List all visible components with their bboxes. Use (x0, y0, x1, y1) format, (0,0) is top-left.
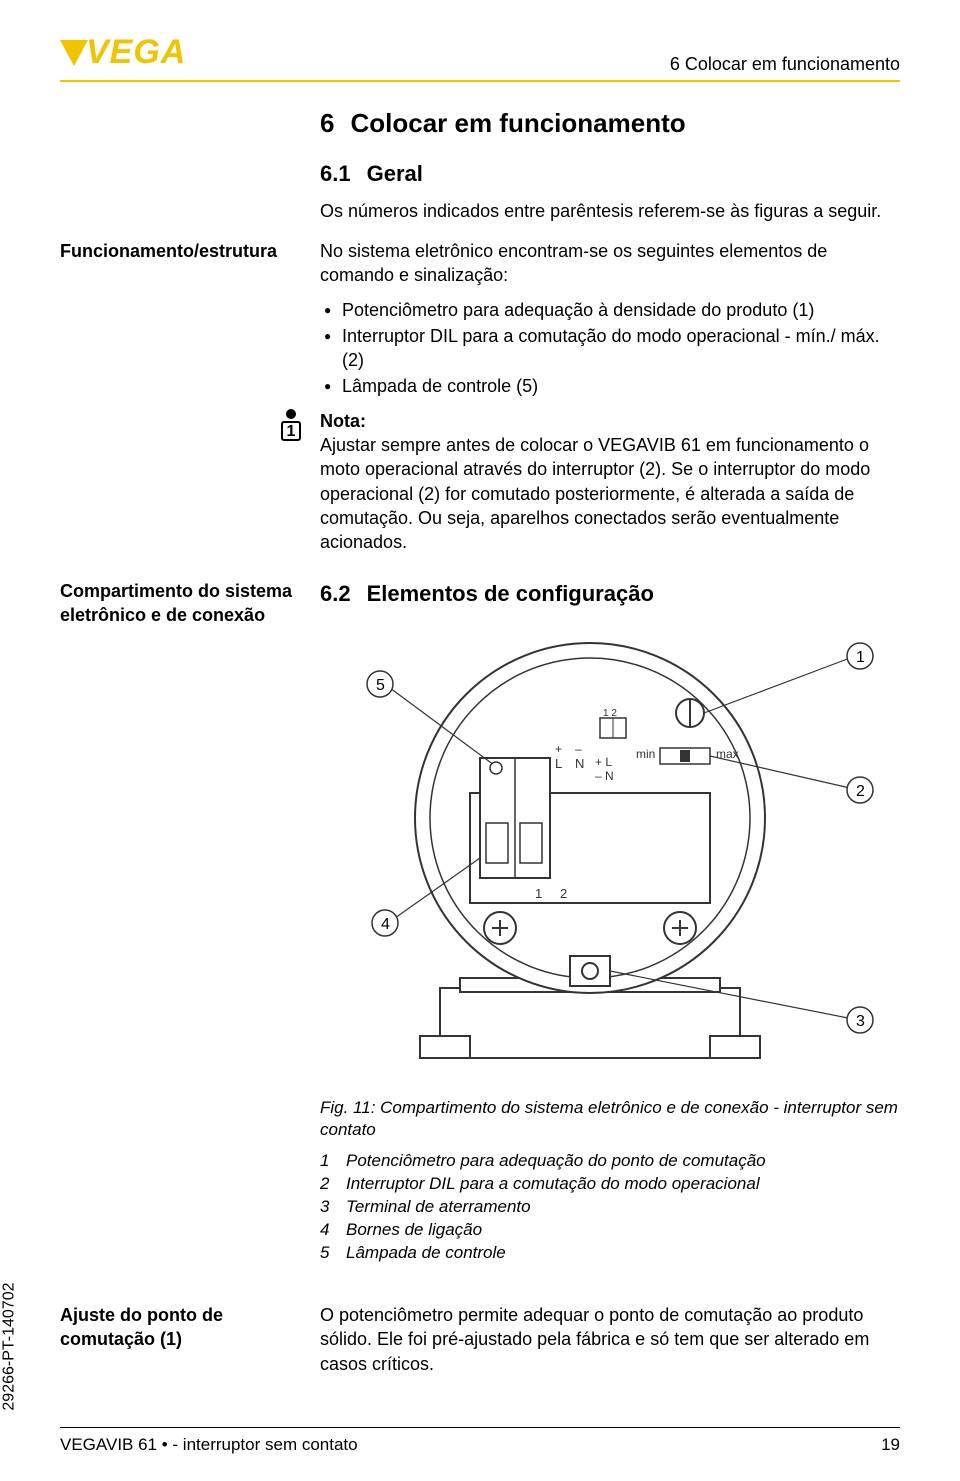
svg-text:–: – (575, 742, 582, 756)
svg-text:1: 1 (535, 886, 542, 901)
nota-body: Ajustar sempre antes de colocar o VEGAVI… (320, 433, 900, 554)
figure-caption: Fig. 11: Compartimento do sistema eletrô… (320, 1097, 900, 1143)
chapter-heading: 6Colocar em funcionamento (320, 106, 900, 141)
func-bullets: Potenciômetro para adequação à densidade… (320, 298, 900, 399)
ajuste-label: Ajuste do ponto de comutação (1) (60, 1303, 308, 1352)
svg-text:2: 2 (856, 783, 865, 800)
funcionamento-label: Funcionamento/estrutura (60, 239, 308, 263)
func-bullet-3: Lâmpada de controle (5) (320, 374, 900, 398)
footer-page-number: 19 (881, 1434, 900, 1457)
page-footer: VEGAVIB 61 • - interruptor sem contato 1… (60, 1427, 900, 1457)
nota-block: 1 Nota: Ajustar sempre antes de colocar … (320, 409, 900, 555)
ajuste-body: O potenciômetro permite adequar o ponto … (320, 1303, 900, 1376)
func-lead: No sistema eletrônico encontram-se os se… (320, 239, 900, 288)
svg-text:4: 4 (381, 916, 390, 933)
svg-text:2: 2 (560, 886, 567, 901)
sec61-intro: Os números indicados entre parêntesis re… (320, 199, 900, 223)
header-section-ref: 6 Colocar em funcionamento (670, 52, 900, 76)
func-bullet-2: Interruptor DIL para a comutação do modo… (320, 324, 900, 373)
nota-label: Nota: (320, 411, 366, 431)
section-6-2-heading: 6.2Elementos de configuração (320, 579, 900, 609)
svg-text:5: 5 (376, 677, 385, 694)
svg-text:+ L: + L (595, 755, 612, 769)
logo-text: VEGA (86, 30, 186, 76)
compartimento-label: Compartimento do sistema eletrônico e de… (60, 579, 308, 628)
doc-id: 29266-PT-140702 (0, 1283, 20, 1411)
section-6-1-heading: 6.1Geral (320, 159, 900, 189)
svg-text:L: L (555, 756, 562, 771)
svg-text:+: + (555, 742, 562, 756)
svg-text:max: max (716, 747, 739, 761)
page-header: VEGA 6 Colocar em funcionamento (60, 30, 900, 82)
device-diagram: + – L N + L – N min max 1 2 1 2 1 (320, 618, 900, 1084)
svg-text:– N: – N (595, 769, 614, 783)
svg-text:N: N (575, 756, 584, 771)
svg-text:3: 3 (856, 1013, 865, 1030)
func-bullet-1: Potenciômetro para adequação à densidade… (320, 298, 900, 322)
svg-text:1 2: 1 2 (603, 708, 617, 719)
footer-left: VEGAVIB 61 • - interruptor sem contato (60, 1434, 358, 1457)
figure-legend: 1Potenciômetro para adequação do ponto d… (320, 1150, 900, 1265)
vega-logo: VEGA (60, 30, 186, 76)
svg-text:1: 1 (856, 649, 865, 666)
svg-text:min: min (636, 747, 655, 761)
info-icon: 1 (276, 409, 306, 441)
